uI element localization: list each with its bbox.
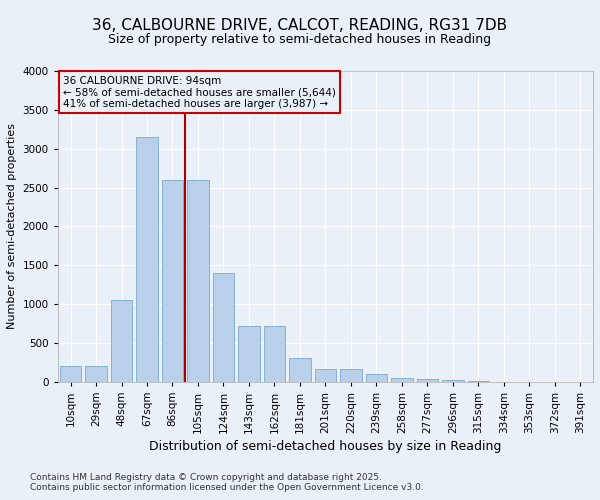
Bar xyxy=(467,381,489,382)
Bar xyxy=(391,378,413,382)
Text: 36, CALBOURNE DRIVE, CALCOT, READING, RG31 7DB: 36, CALBOURNE DRIVE, CALCOT, READING, RG… xyxy=(92,18,508,32)
Bar xyxy=(340,368,362,382)
Bar xyxy=(136,137,158,382)
Bar xyxy=(416,379,438,382)
Bar xyxy=(263,326,285,382)
Y-axis label: Number of semi-detached properties: Number of semi-detached properties xyxy=(7,124,17,330)
Bar xyxy=(212,273,234,382)
Bar xyxy=(85,366,107,382)
Bar xyxy=(365,374,387,382)
Bar xyxy=(59,366,82,382)
Text: Size of property relative to semi-detached houses in Reading: Size of property relative to semi-detach… xyxy=(109,32,491,46)
Bar xyxy=(314,368,336,382)
Bar xyxy=(238,326,260,382)
Text: 36 CALBOURNE DRIVE: 94sqm
← 58% of semi-detached houses are smaller (5,644)
41% : 36 CALBOURNE DRIVE: 94sqm ← 58% of semi-… xyxy=(63,76,336,109)
Bar xyxy=(110,300,133,382)
Text: Contains HM Land Registry data © Crown copyright and database right 2025.
Contai: Contains HM Land Registry data © Crown c… xyxy=(30,473,424,492)
Bar xyxy=(442,380,464,382)
X-axis label: Distribution of semi-detached houses by size in Reading: Distribution of semi-detached houses by … xyxy=(149,440,502,453)
Bar xyxy=(187,180,209,382)
Bar xyxy=(289,358,311,382)
Bar xyxy=(161,180,184,382)
